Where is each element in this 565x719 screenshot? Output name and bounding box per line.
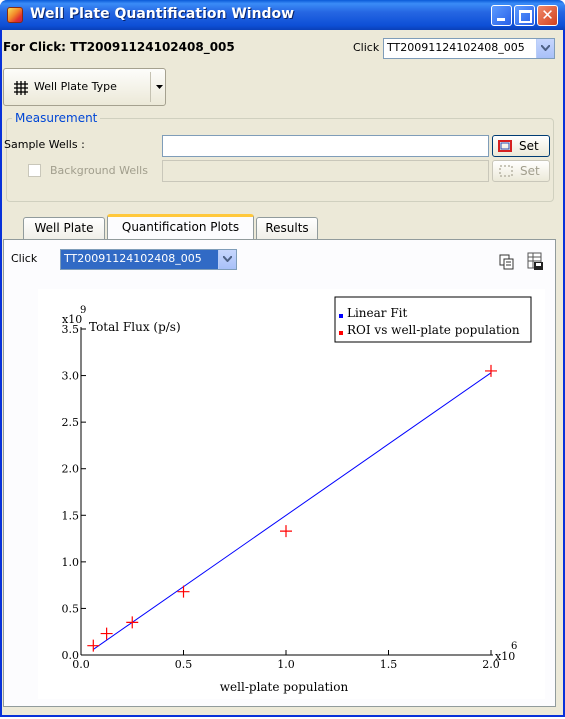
tab-results[interactable]: Results <box>256 217 318 239</box>
grid-icon <box>14 81 28 95</box>
chevron-down-icon[interactable] <box>536 39 554 58</box>
minimize-icon <box>497 18 505 21</box>
x-tick-label: 1.0 <box>277 658 295 671</box>
y-axis-label: Total Flux (p/s) <box>89 320 181 334</box>
background-wells-field[interactable] <box>162 160 489 182</box>
sample-set-button[interactable]: Set <box>492 135 550 157</box>
y-tick-label: 3.0 <box>62 370 80 383</box>
dropdown-arrow-icon[interactable] <box>156 85 163 89</box>
x-exponent: 6 <box>511 641 517 652</box>
data-point <box>280 525 292 538</box>
legend-box <box>334 296 532 343</box>
y-tick-label: 3.5 <box>62 323 80 336</box>
tab-well-plate[interactable]: Well Plate <box>23 217 105 239</box>
x-multiplier: x10 <box>495 650 515 663</box>
legend-label-roi: ROI vs well-plate population <box>347 323 520 337</box>
legend-swatch-linear-fit <box>339 314 343 318</box>
measurement-group <box>6 118 554 202</box>
background-set-button[interactable]: Set <box>492 160 550 182</box>
data-point <box>87 639 100 652</box>
maximize-icon <box>519 10 532 23</box>
maximize-button[interactable] <box>514 5 535 26</box>
y-tick-label: 2.5 <box>62 416 80 429</box>
app-icon <box>7 7 23 23</box>
scatter-chart: 0.00.51.01.52.02.53.03.50.0 0.5 1.0 1.5 2.0x… <box>62 296 532 694</box>
y-exponent: 9 <box>80 305 86 316</box>
data-point <box>100 627 113 640</box>
y-tick-label: 0.5 <box>62 602 80 615</box>
y-tick-label: 1.0 <box>62 556 80 569</box>
set-label: Set <box>520 164 540 178</box>
y-multiplier: x10 <box>62 313 82 326</box>
save-table-icon[interactable] <box>527 252 544 271</box>
minimize-button[interactable] <box>491 5 512 26</box>
x-axis-label: well-plate population <box>220 680 349 694</box>
data-point <box>126 616 139 629</box>
legend-swatch-roi <box>339 331 343 335</box>
legend-label-linear-fit: Linear Fit <box>347 306 408 320</box>
plot-area: 0.0 0.5 1.0 1.5 2.0 2.5 3.0 3.5 0.0 0.5 1.0 1.5 2.0 x… <box>38 289 545 699</box>
select-region-icon <box>499 165 513 177</box>
chevron-down-icon[interactable] <box>218 250 236 269</box>
x-tick-label: 0.5 <box>175 658 193 671</box>
set-label: Set <box>519 139 539 153</box>
select-region-icon <box>498 140 512 152</box>
background-wells-label: Background Wells <box>50 164 148 177</box>
background-wells-checkbox[interactable] <box>28 164 41 177</box>
x-tick-label: 2.0 <box>482 658 500 671</box>
measurement-legend: Measurement <box>12 111 101 125</box>
y-tick-label: 2.0 <box>62 463 80 476</box>
title-bar[interactable]: Well Plate Quantification Window ✕ <box>0 0 565 30</box>
click-select-value: TT20091124102408_005 <box>387 41 525 54</box>
click-select[interactable]: TT20091124102408_005 <box>383 38 555 59</box>
for-click-label: For Click: TT20091124102408_005 <box>3 40 235 54</box>
sample-wells-label: Sample Wells : <box>4 138 85 151</box>
well-plate-type-button[interactable]: Well Plate Type <box>3 68 166 106</box>
window-title: Well Plate Quantification Window <box>30 6 295 22</box>
plot-click-select-value: TT20091124102408_005 <box>64 252 202 265</box>
close-button[interactable]: ✕ <box>537 5 558 26</box>
x-tick-label: 1.5 <box>380 658 398 671</box>
copy-icon[interactable] <box>499 254 515 270</box>
data-point <box>485 364 497 377</box>
tab-quantification-plots[interactable]: Quantification Plots <box>107 214 254 240</box>
linear-fit-line <box>93 372 492 650</box>
plot-click-label: Click <box>11 252 38 265</box>
x-tick-label: 0.0 <box>72 658 90 671</box>
data-point <box>177 585 190 598</box>
y-tick-label: 0.0 <box>62 649 80 662</box>
close-icon: ✕ <box>541 6 554 24</box>
plot-click-select[interactable]: TT20091124102408_005 <box>60 249 237 270</box>
split-divider <box>150 72 151 102</box>
y-tick-label: 1.5 <box>62 509 80 522</box>
well-plate-type-label: Well Plate Type <box>34 80 117 93</box>
sample-wells-field[interactable] <box>162 135 489 157</box>
click-label: Click <box>353 41 380 54</box>
